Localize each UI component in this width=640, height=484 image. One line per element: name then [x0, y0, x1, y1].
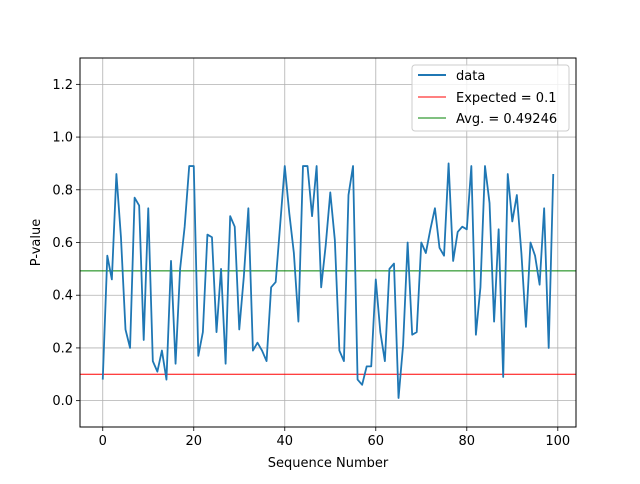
legend-label-expected: Expected = 0.1	[456, 91, 556, 106]
y-axis-label: P-value	[29, 219, 44, 266]
x-axis-label: Sequence Number	[268, 456, 389, 471]
y-tick-label: 0.2	[52, 341, 73, 356]
x-tick-label: 40	[276, 434, 293, 449]
y-tick-label: 0.6	[52, 236, 73, 251]
legend-label-average: Avg. = 0.49246	[456, 112, 557, 127]
y-tick-label: 1.0	[52, 131, 73, 146]
data-series	[101, 162, 555, 399]
y-tick-label: 0.0	[52, 394, 73, 409]
legend: data Expected = 0.1 Avg. = 0.49246	[411, 64, 570, 132]
y-tick-label: 0.8	[52, 183, 73, 198]
data-series-line	[101, 162, 555, 399]
legend-box	[411, 64, 570, 132]
x-tick-label: 0	[99, 434, 107, 449]
x-tick-label: 20	[185, 434, 202, 449]
x-tick-label: 60	[368, 434, 385, 449]
y-tick-label: 0.4	[52, 289, 73, 304]
x-axis-ticks: 0 20 40 60 80 100	[99, 427, 570, 449]
x-tick-label: 80	[459, 434, 476, 449]
x-tick-label: 100	[545, 434, 570, 449]
y-tick-label: 1.2	[52, 78, 73, 93]
legend-label-data: data	[456, 69, 485, 84]
reference-lines	[80, 270, 576, 375]
y-axis-ticks: 0.0 0.2 0.4 0.6 0.8 1.0 1.2	[52, 78, 80, 409]
